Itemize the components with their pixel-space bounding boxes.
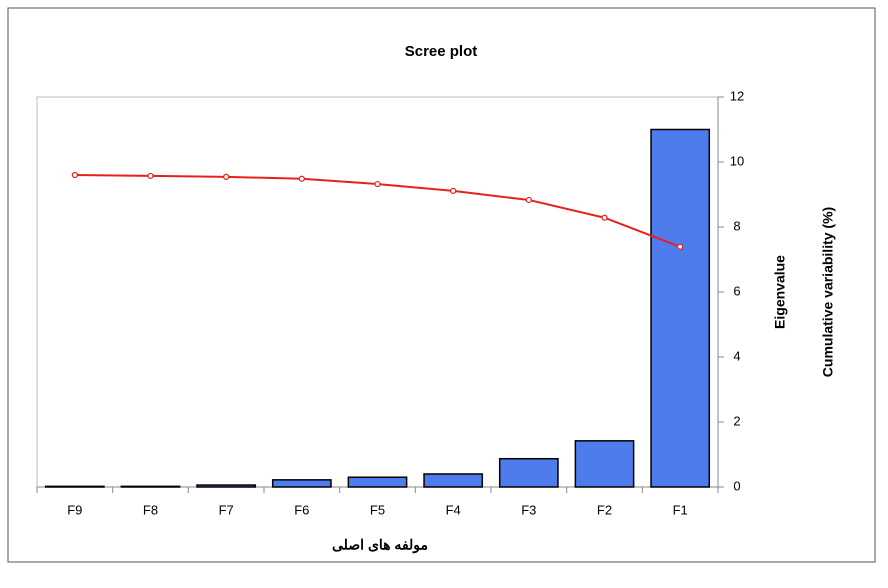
x-tick-label: F3 [521, 502, 536, 517]
bar [271, 479, 332, 488]
bar [423, 473, 484, 488]
bar [347, 476, 408, 488]
bar [120, 485, 181, 488]
line-marker [298, 175, 305, 182]
y-tick-label: 6 [733, 283, 740, 298]
y-tick-label: 12 [730, 88, 744, 103]
bar [650, 128, 711, 488]
x-axis-label: مولفه های اصلی [332, 537, 428, 554]
bar [196, 484, 257, 488]
line-marker [147, 172, 154, 180]
line-marker [677, 243, 684, 250]
line-marker [525, 196, 532, 204]
bar [498, 457, 559, 488]
chart-title: Scree plot [405, 43, 478, 60]
x-tick-label: F4 [446, 502, 461, 517]
y-tick-label: 2 [733, 413, 740, 428]
x-tick-label: F2 [597, 502, 612, 517]
line-marker [601, 214, 608, 221]
x-tick-label: F5 [370, 502, 385, 517]
x-tick-label: F6 [294, 502, 309, 517]
y-tick-label: 0 [733, 478, 740, 493]
y-axis-label: Eigenvalue [772, 255, 788, 329]
y2-axis-label: Cumulative variability (%) [820, 207, 836, 377]
x-tick-label: F8 [143, 502, 158, 517]
line-marker [71, 171, 78, 179]
line-marker [374, 180, 381, 188]
line-marker [450, 187, 457, 195]
bar [574, 440, 635, 488]
line-marker [223, 173, 230, 180]
x-tick-label: F1 [673, 502, 688, 517]
chart-frame [7, 7, 876, 563]
y-tick-label: 10 [730, 153, 744, 168]
bar [44, 485, 105, 488]
x-tick-label: F7 [219, 502, 234, 517]
y-tick-label: 4 [733, 348, 740, 363]
x-tick-label: F9 [67, 502, 82, 517]
y-tick-label: 8 [733, 218, 740, 233]
